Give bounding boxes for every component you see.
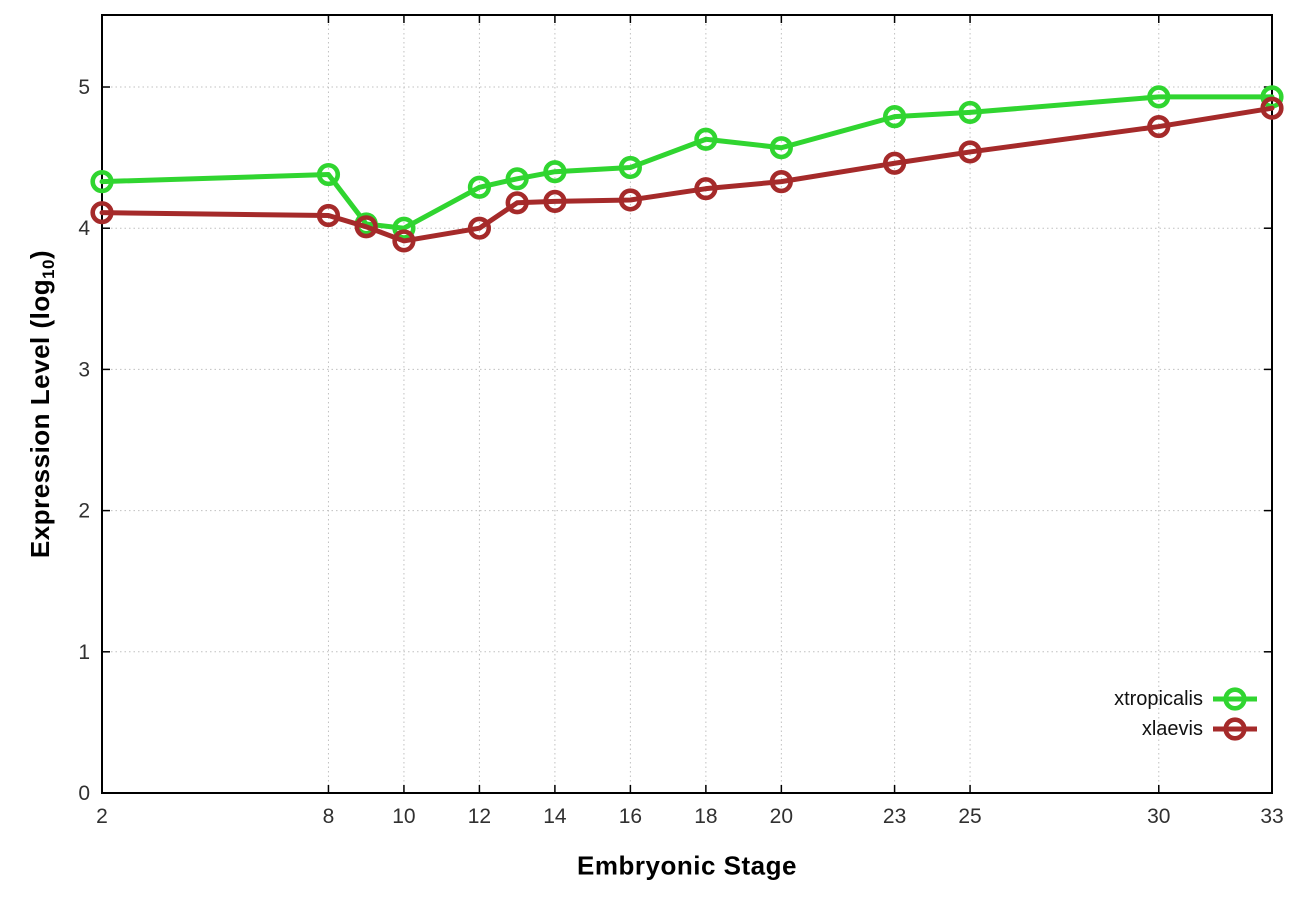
data-point-xlaevis [543, 189, 567, 213]
data-point-xlaevis [958, 140, 982, 164]
data-point-xtropicalis [618, 155, 642, 180]
data-point-xtropicalis [316, 162, 341, 187]
y-axis-title-subscript: 10 [39, 259, 59, 279]
data-point-xlaevis [392, 229, 416, 253]
data-point-xtropicalis [958, 100, 982, 125]
data-point-xlaevis [618, 188, 642, 212]
x-axis-tick-label: 20 [770, 805, 793, 828]
data-point-xtropicalis [392, 216, 416, 240]
x-axis-tick-label: 18 [694, 805, 717, 828]
legend-sample-line-icon [1213, 687, 1257, 711]
y-axis-tick-label: 1 [78, 641, 90, 664]
y-axis-tick-label: 5 [78, 76, 90, 99]
x-axis-tick-label: 23 [883, 805, 906, 828]
y-axis-title-close: ) [24, 249, 55, 260]
data-point-xtropicalis [694, 127, 718, 151]
legend-label-xtropicalis: xtropicalis [1114, 687, 1203, 710]
y-axis-tick-label: 3 [78, 358, 90, 381]
legend-sample-line-icon [1213, 717, 1257, 741]
data-point-xlaevis [354, 215, 378, 239]
data-point-xtropicalis [769, 136, 793, 160]
x-axis-tick-label: 25 [958, 805, 981, 828]
data-point-xlaevis [467, 216, 492, 240]
x-axis-tick-label: 8 [323, 805, 335, 828]
x-axis-tick-label: 16 [619, 805, 642, 828]
x-axis-tick-label: 2 [96, 805, 108, 828]
legend-item-xlaevis: xlaevis [1114, 714, 1258, 744]
x-axis-tick-label: 12 [468, 805, 491, 828]
data-point-xtropicalis [505, 167, 529, 191]
y-axis-tick-label: 4 [78, 217, 90, 240]
data-point-xlaevis [769, 170, 793, 194]
series-line-xtropicalis [99, 94, 1275, 231]
legend-label-xlaevis: xlaevis [1141, 717, 1203, 740]
data-point-xlaevis [316, 203, 341, 228]
data-point-xtropicalis [467, 175, 492, 199]
y-axis-tick-label: 2 [78, 500, 90, 523]
x-axis-tick-label: 33 [1260, 805, 1283, 828]
data-point-xlaevis [694, 177, 718, 201]
x-axis-title: Embryonic Stage [577, 850, 797, 881]
y-axis-title: Expression Level (log10) [25, 250, 59, 558]
data-point-xtropicalis [543, 160, 567, 184]
data-point-xlaevis [882, 151, 907, 175]
data-point-xtropicalis [90, 170, 114, 194]
legend: xtropicalis xlaevis [1114, 684, 1258, 744]
data-point-xtropicalis [882, 105, 907, 129]
y-axis-tick-label: 0 [78, 782, 90, 805]
data-point-xlaevis [1260, 96, 1284, 120]
data-point-xlaevis [505, 191, 529, 215]
y-axis-title-text: Expression Level (log [24, 278, 55, 559]
x-axis-tick-label: 10 [392, 805, 415, 828]
data-point-xlaevis [1147, 114, 1171, 139]
data-point-xtropicalis [1147, 85, 1171, 109]
data-point-xlaevis [90, 201, 114, 225]
plot-border [101, 14, 1273, 794]
series-line-xlaevis [99, 105, 1275, 244]
x-axis-tick-label: 14 [543, 805, 567, 828]
x-axis-tick-label: 30 [1147, 805, 1170, 828]
legend-item-xtropicalis: xtropicalis [1114, 684, 1258, 714]
